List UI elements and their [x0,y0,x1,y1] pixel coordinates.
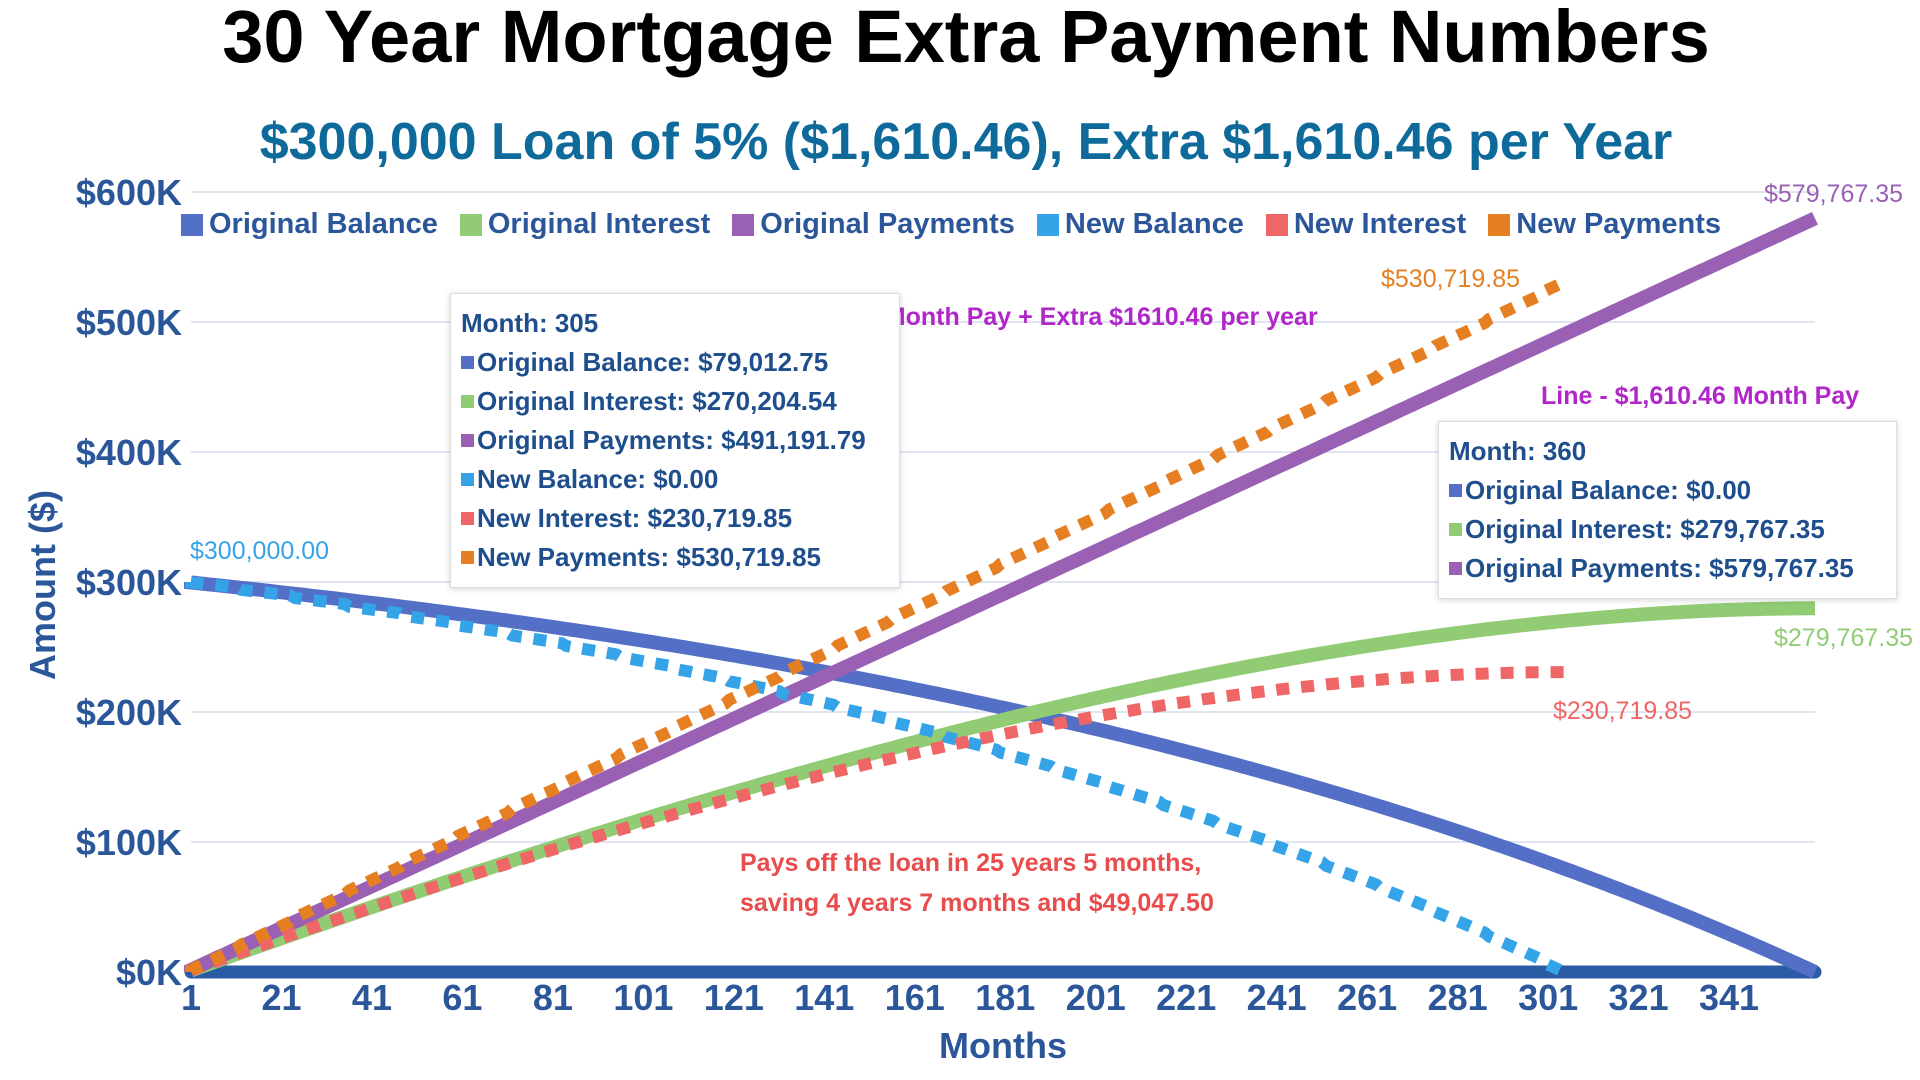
data-label-new-interest-end: $230,719.85 [1553,697,1693,725]
legend-item[interactable]: New Balance [1036,208,1244,241]
tooltip-header: Month: 360 [1449,436,1587,466]
tooltip-header: Month: 305 [461,308,599,338]
tooltip-month-305: Month: 305 Original Balance: $79,012.75 O… [450,293,900,588]
legend-swatch [1265,213,1288,236]
tooltip-swatch [461,551,474,564]
series-line-new-interest [185,666,1567,977]
legend-label: Original Balance [209,208,438,240]
legend-swatch [1036,213,1059,236]
x-tick-label: 101 [613,977,673,1018]
tooltip-text: New Interest: $230,719.85 [477,503,793,533]
tooltip-swatch [461,395,474,408]
legend-label: New Payments [1516,208,1721,240]
tooltip-row: Original Payments: $579,767.35 [1449,549,1886,588]
x-tick-label: 281 [1428,977,1488,1018]
tooltip-swatch [461,356,474,369]
tooltip-swatch [1449,523,1462,536]
tooltip-row: New Interest: $230,719.85 [461,499,889,538]
legend-swatch [181,213,203,236]
y-axis-label: Amount ($) [22,490,63,680]
tooltip-text: Original Interest: $279,767.35 [1465,514,1825,544]
legend-label: Original Interest [487,208,711,240]
tooltip-text: Original Interest: $270,204.54 [477,386,837,416]
tooltip-row: Original Payments: $491,191.79 [461,421,889,460]
savings-note-line1: Pays off the loan in 25 years 5 months, [740,849,1202,877]
legend-item[interactable]: New Payments [1488,208,1721,241]
tooltip-text: Original Payments: $579,767.35 [1465,553,1854,583]
tooltip-swatch [461,473,474,486]
tooltip-row: Original Balance: $0.00 [1449,471,1886,510]
y-tick-label: $400K [76,432,182,473]
tooltip-text: Original Balance: $0.00 [1465,475,1752,505]
legend-item[interactable]: Original Balance [181,208,438,241]
tooltip-row: Original Interest: $270,204.54 [461,382,889,421]
x-tick-label: 21 [261,977,301,1018]
tooltip-text: New Balance: $0.00 [477,464,719,494]
chart-subtitle: $300,000 Loan of 5% ($1,610.46), Extra $… [259,113,1673,171]
y-tick-label: $200K [76,692,182,733]
data-label-new-balance-start: $300,000.00 [190,537,330,565]
tooltip-text: New Payments: $530,719.85 [477,542,821,572]
legend-swatch [1488,213,1511,236]
x-tick-label: 121 [704,977,764,1018]
x-tick-label: 201 [1066,977,1126,1018]
legend-label: Original Payments [760,208,1015,240]
y-tick-label: $600K [76,172,182,213]
tooltip-row: Original Interest: $279,767.35 [1449,510,1886,549]
legend: Original Balance Original Interest Origina… [181,208,1721,241]
tooltip-row: Original Balance: $79,012.75 [461,343,889,382]
tooltip-row: New Payments: $530,719.85 [461,538,889,577]
series-line-original-balance [184,575,1818,979]
tooltip-swatch [1449,562,1462,575]
savings-note-line2: saving 4 years 7 months and $49,047.50 [740,889,1214,917]
series-line-original-payments [184,211,1818,977]
x-tick-label: 41 [352,977,392,1018]
x-tick-label: 321 [1609,977,1669,1018]
legend-label: New Balance [1064,208,1244,240]
chart-title: 30 Year Mortgage Extra Payment Numbers [222,0,1710,78]
x-tick-label: 301 [1518,977,1578,1018]
series-line-new-payments [185,276,1568,976]
x-axis-label: Months [939,1025,1067,1066]
y-tick-label: $300K [76,562,182,603]
y-tick-label: $0K [116,952,182,993]
tooltip-swatch [461,434,474,447]
legend-item[interactable]: New Interest [1265,208,1467,241]
legend-item[interactable]: Original Interest [459,208,711,241]
x-tick-label: 261 [1337,977,1397,1018]
x-tick-label: 1 [181,977,201,1018]
series-line-new-balance [185,576,1568,978]
data-label-original-payments-end: $579,767.35 [1764,180,1904,208]
y-tick-label: $500K [76,302,182,343]
legend-swatch [459,213,482,236]
x-tick-label: 141 [794,977,854,1018]
x-tick-label: 241 [1247,977,1307,1018]
tooltip-month-360: Month: 360 Original Balance: $0.00 Origin… [1438,421,1897,599]
x-tick-label: 61 [442,977,482,1018]
y-tick-label: $100K [76,822,182,863]
x-tick-label: 221 [1156,977,1216,1018]
legend-item[interactable]: Original Payments [732,208,1015,241]
tooltip-row: New Balance: $0.00 [461,460,889,499]
x-tick-label: 181 [975,977,1035,1018]
data-label-new-payments-end: $530,719.85 [1381,265,1521,293]
line-note: Line - $1,610.46 Month Pay [1541,382,1860,410]
tooltip-swatch [1449,484,1462,497]
x-tick-label: 161 [885,977,945,1018]
data-label-original-interest-end: $279,767.35 [1774,624,1914,652]
legend-label: New Interest [1293,208,1467,240]
tooltip-text: Original Balance: $79,012.75 [477,347,829,377]
tooltip-swatch [461,512,474,525]
x-tick-label: 341 [1699,977,1759,1018]
tooltip-text: Original Payments: $491,191.79 [477,425,866,455]
legend-swatch [732,213,755,236]
x-tick-label: 81 [533,977,573,1018]
